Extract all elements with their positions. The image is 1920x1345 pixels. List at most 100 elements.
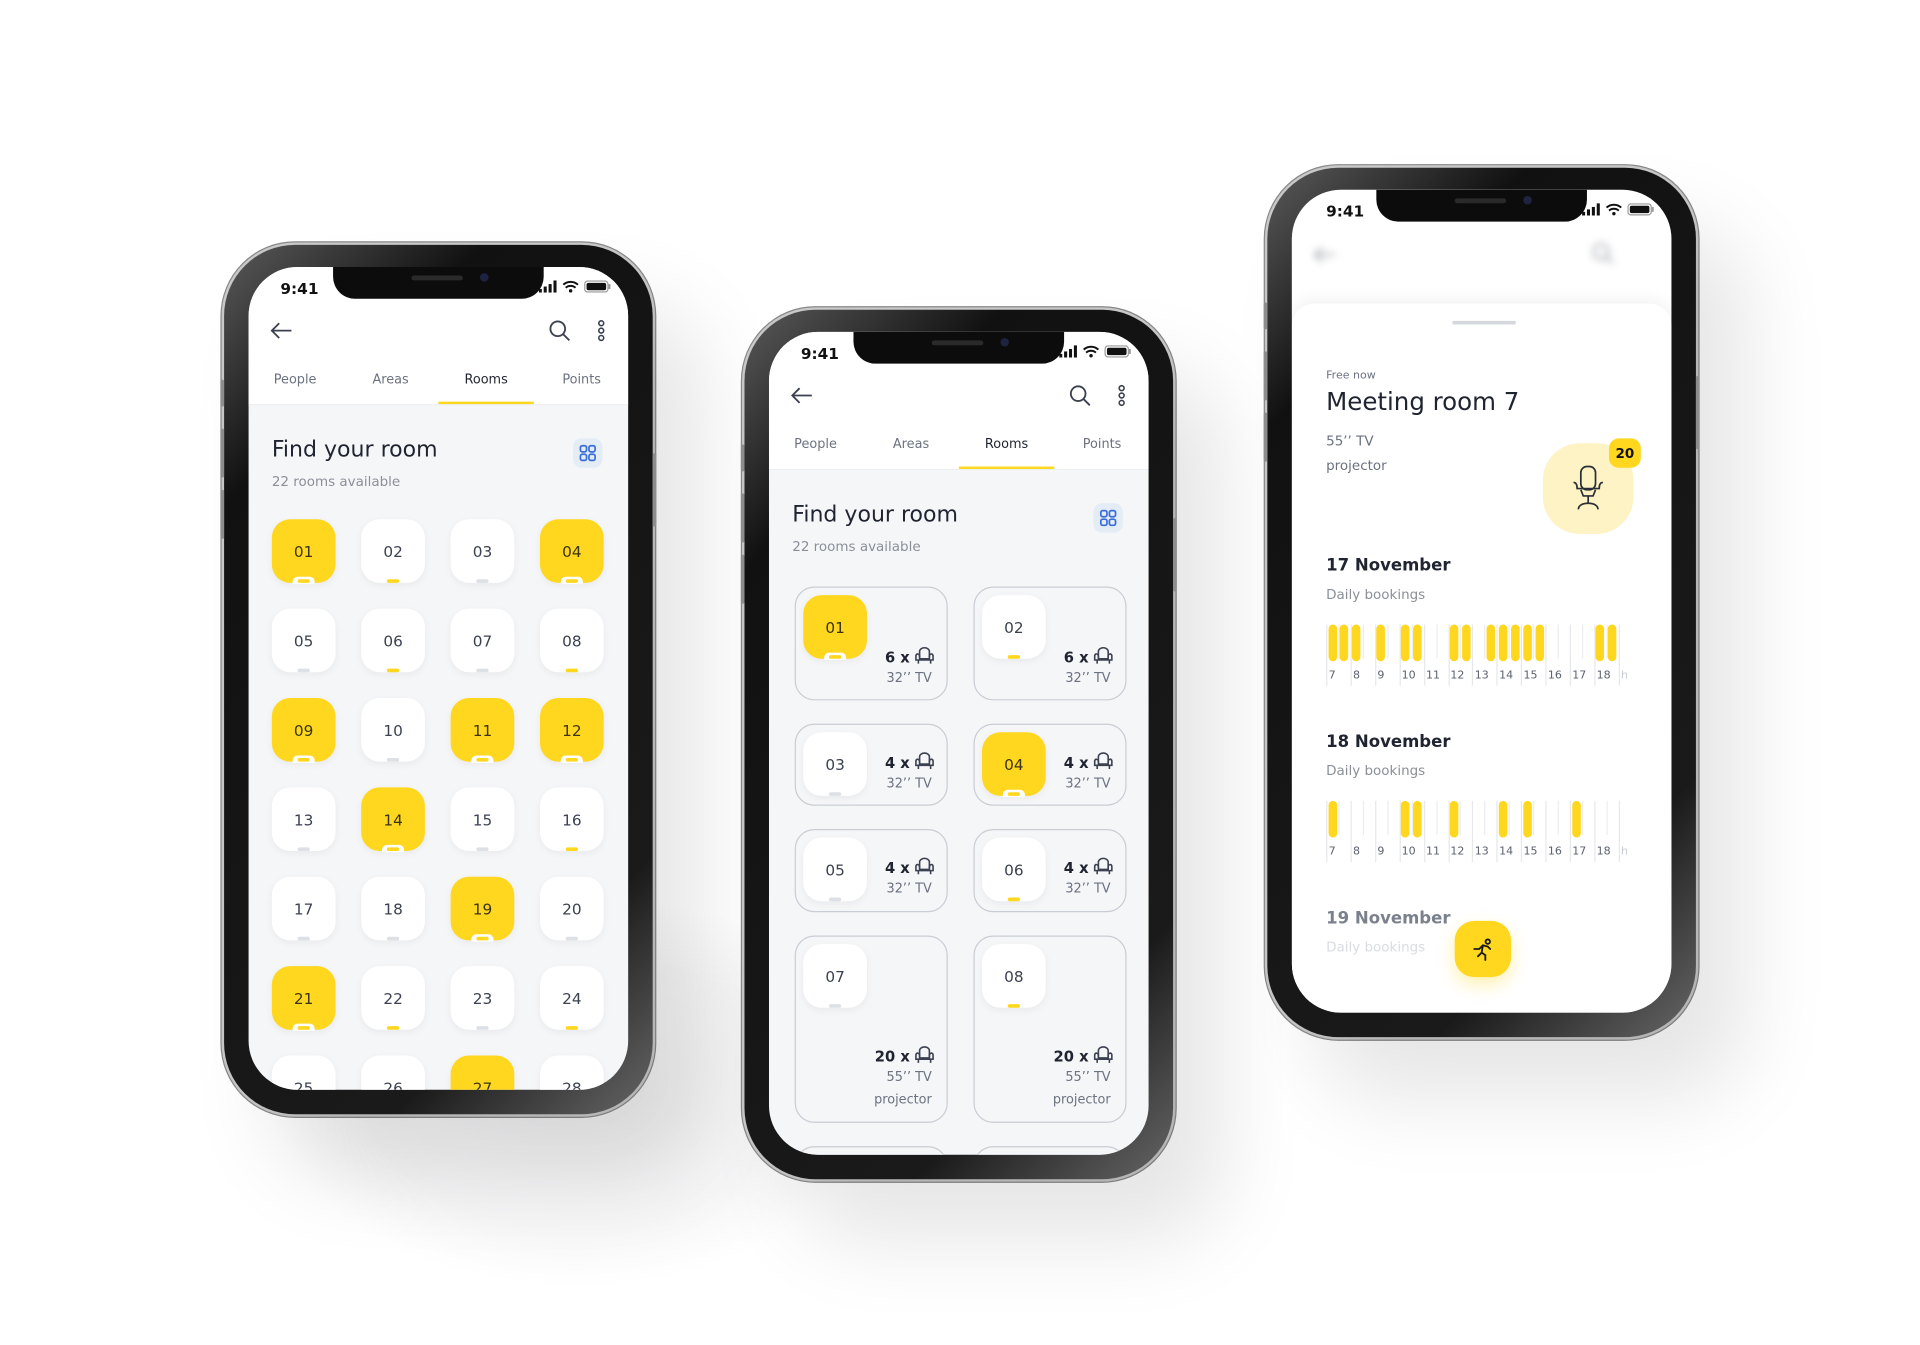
booking-bar[interactable] [1571,800,1581,838]
room-tile[interactable]: 16 [540,787,604,852]
room-tile[interactable]: 24 [540,966,604,1030]
camera [480,273,489,282]
booking-bar[interactable] [1340,624,1349,662]
room-card[interactable]: 05 4 x 32’’ TV [794,828,948,913]
tab-areas[interactable]: Areas [892,437,930,452]
booking-bar[interactable] [1401,624,1410,662]
drag-handle[interactable] [1452,320,1516,325]
booking-bar[interactable] [1327,624,1337,662]
room-tile[interactable]: 14 [361,787,425,853]
room-tile[interactable]: 19 [450,876,515,942]
room-card[interactable]: 01 6 x 32’’ TV [794,586,948,701]
more-vertical-icon[interactable] [1108,382,1135,409]
room-tile[interactable]: 08 [982,944,1046,1008]
booking-bar[interactable] [1401,800,1410,838]
room-tile[interactable]: 03 [803,732,867,796]
booking-bar[interactable] [1449,800,1459,838]
room-tile[interactable]: 02 [361,519,425,583]
search-icon[interactable] [1067,382,1094,409]
room-tile[interactable]: 28 [540,1055,604,1090]
room-tile[interactable]: 26 [361,1055,425,1090]
room-card[interactable]: 02 6 x 32’’ TV [973,586,1127,701]
booking-bar[interactable] [1413,800,1422,838]
booking-bar[interactable] [1522,624,1532,662]
room-tile[interactable]: 07 [450,608,515,673]
room-tile[interactable]: 05 [803,837,867,902]
room-tile[interactable]: 13 [271,787,336,852]
booking-bar[interactable] [1510,624,1520,662]
booking-bar[interactable] [1449,624,1459,662]
day-label: Daily bookings [1326,586,1426,603]
room-tile[interactable]: 06 [982,837,1046,902]
room-tile[interactable]: 01 [271,519,336,585]
back-arrow-icon[interactable] [268,317,295,344]
booking-bar[interactable] [1596,624,1605,662]
room-number: 24 [562,988,582,1008]
room-tile[interactable]: 12 [540,697,604,763]
screen: 9:41 Free now Meeting room 7 55’’ TV project… [1291,189,1672,1013]
room-tile[interactable]: 08 [540,608,604,673]
grid-view-icon[interactable] [573,438,603,468]
half-hour-gridline [1362,624,1364,659]
room-tile[interactable]: 03 [450,519,515,583]
room-tile[interactable]: 11 [450,697,515,763]
room-number: 03 [825,754,845,774]
room-tile[interactable]: 17 [271,876,336,941]
room-tile[interactable]: 05 [271,608,336,673]
booking-bar[interactable] [1498,800,1508,838]
search-icon[interactable] [546,317,573,344]
room-tile[interactable]: 27 [450,1055,515,1090]
room-card[interactable]: 06 4 x 32’’ TV [973,828,1127,913]
room-card[interactable]: 08 20 x 55’’ TV projector [973,935,1127,1123]
room-tile[interactable]: 10 [361,697,425,762]
booking-bar[interactable] [1413,624,1422,662]
room-card[interactable]: 03 4 x 32’’ TV [794,723,948,806]
room-tile[interactable]: 02 [982,595,1046,659]
back-arrow-icon[interactable] [789,382,816,409]
room-tile[interactable]: 21 [271,966,336,1032]
availability-indicator [1003,895,1025,902]
status-time: 9:41 [800,344,839,363]
room-tile[interactable]: 15 [450,787,515,852]
room-tile[interactable]: 04 [982,732,1046,798]
booking-bar[interactable] [1608,624,1617,662]
more-vertical-icon[interactable] [588,317,615,344]
booking-bar[interactable] [1327,800,1337,838]
room-tile[interactable]: 18 [361,876,425,941]
grid-view-icon[interactable] [1093,503,1123,533]
booking-bar[interactable] [1352,624,1361,662]
tab-rooms[interactable]: Rooms [464,372,508,387]
room-tile[interactable]: 06 [361,608,425,673]
room-card[interactable] [973,1146,1127,1155]
booking-bar[interactable] [1535,624,1544,662]
room-tile[interactable]: 09 [271,697,336,763]
tab-points[interactable]: Points [562,372,601,387]
tab-areas[interactable]: Areas [372,372,409,387]
room-tile[interactable]: 01 [803,595,867,661]
booking-bar[interactable] [1486,624,1495,662]
indicator-bar [297,847,310,852]
check-in-button[interactable] [1454,920,1512,978]
half-hour-gridline [1508,624,1511,659]
room-number: 28 [562,1078,582,1090]
room-number: 09 [293,720,314,739]
room-tile[interactable]: 07 [803,944,867,1008]
room-feature: 32’’ TV [1065,776,1111,792]
room-card[interactable]: 04 4 x 32’’ TV [973,723,1127,806]
room-card[interactable]: 07 20 x 55’’ TV projector [794,935,948,1123]
tab-people[interactable]: People [794,437,837,452]
booking-bar[interactable] [1522,800,1532,838]
booking-bar[interactable] [1498,624,1508,662]
tab-people[interactable]: People [273,372,317,387]
room-card[interactable] [794,1146,948,1155]
booking-bar[interactable] [1461,624,1471,662]
room-tile[interactable]: 22 [361,966,425,1030]
room-number: 04 [562,541,582,561]
booking-bar[interactable] [1376,624,1386,662]
room-tile[interactable]: 25 [271,1055,336,1090]
room-tile[interactable]: 04 [540,519,604,585]
room-tile[interactable]: 23 [450,966,515,1030]
tab-rooms[interactable]: Rooms [984,437,1029,452]
tab-points[interactable]: Points [1082,437,1122,452]
room-tile[interactable]: 20 [540,876,604,941]
